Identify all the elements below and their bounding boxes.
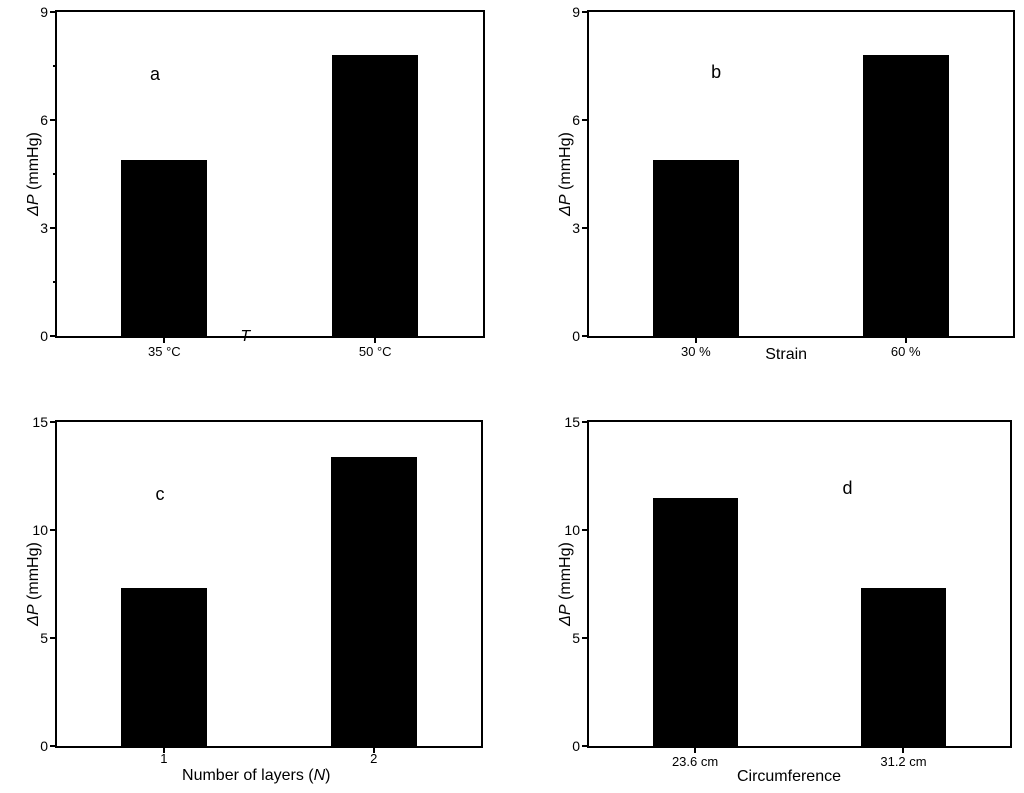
y-axis-major-tick [50,529,57,531]
x-axis-tick [163,336,166,343]
y-axis-major-tick [50,637,57,639]
y-axis-major-tick [582,11,589,13]
y-axis-major-tick [582,421,589,423]
x-tick-label: 31.2 cm [880,754,927,769]
bar-b-2 [862,55,949,336]
y-axis-label: ΔP (mmHg) [25,132,42,216]
y-axis-minor-tick [53,173,57,175]
y-axis-major-tick [50,745,57,747]
y-axis-major-tick [582,335,589,337]
y-tick-label: 0 [572,738,580,754]
y-tick-label: 0 [572,328,580,344]
panel-a: 0 3 6 9 35 °C 50 °C a ΔP (mmHg) T [25,4,485,359]
y-axis-label: ΔP (mmHg) [557,542,574,626]
x-axis-tick [162,746,165,753]
x-tick-label: 35 °C [148,344,181,359]
y-tick-label: 9 [572,4,580,20]
y-tick-label: 6 [40,112,48,128]
plot-area-a: 0 3 6 9 35 °C 50 °C a ΔP (mmHg) T [25,4,485,359]
x-tick-label: 1 [160,751,168,766]
y-tick-label: 10 [564,522,580,538]
x-axis-label-d: Circumference [736,768,841,785]
y-tick-label: 9 [40,4,48,20]
x-tick-label: 30 % [681,344,711,359]
y-axis-major-tick [50,335,57,337]
y-tick-label: 15 [564,414,580,430]
y-axis-major-tick [582,529,589,531]
x-axis-tick [694,746,697,753]
y-tick-label: 0 [40,738,48,754]
y-axis-major-tick [50,421,57,423]
y-axis-major-tick [582,745,589,747]
plot-area-b: 0 3 6 9 30 % 60 % b ΔP (mmHg) Strain [557,4,1015,363]
bar-a-1 [121,159,208,336]
panel-letter-a: a [149,63,160,84]
x-axis-tick [372,746,375,753]
bar-b-1 [653,159,739,336]
y-axis-major-tick [582,119,589,121]
x-tick-label: 50 °C [358,344,392,359]
bar-d-1 [652,497,738,746]
panel-b: 0 3 6 9 30 % 60 % b ΔP (mmHg) Strain [557,4,1015,363]
x-axis-tick [374,336,377,343]
x-tick-label: 2 [370,751,378,766]
x-tick-label: 60 % [890,344,921,359]
y-axis-major-tick [582,227,589,229]
x-axis-label-b: Strain [765,346,808,363]
y-axis-major-tick [582,637,589,639]
plot-area-d: 0 5 10 15 23.6 cm 31.2 cm d ΔP (mmHg) Circumfere… [557,414,1012,785]
y-tick-label: 15 [32,414,48,430]
y-tick-label: 3 [40,220,48,236]
y-axis-label: ΔP (mmHg) [557,132,574,216]
x-tick-label: 23.6 cm [671,754,719,769]
y-tick-label: 0 [40,328,48,344]
y-axis-minor-tick [53,281,57,283]
y-axis-major-tick [50,119,57,121]
bar-c-1 [121,588,207,746]
x-axis-tick [904,336,907,343]
x-axis-label-c: Number of layers (N) [182,767,331,784]
x-axis-label-a: T [240,328,251,345]
y-tick-label: 5 [572,630,580,646]
plot-area-c: 0 5 10 15 1 2 c ΔP (mmHg) Number of layers (N) [25,414,483,784]
y-axis-label: ΔP (mmHg) [25,542,42,626]
y-axis-major-tick [50,11,57,13]
y-tick-label: 3 [572,220,580,236]
bar-d-2 [860,588,946,746]
panel-letter-d: d [842,478,853,499]
y-tick-label: 10 [32,522,48,538]
panel-d: 0 5 10 15 23.6 cm 31.2 cm d ΔP (mmHg) Circumfere… [557,414,1012,785]
panel-letter-b: b [711,61,722,82]
y-tick-label: 5 [40,630,48,646]
panel-letter-c: c [155,484,165,505]
panel-c: 0 5 10 15 1 2 c ΔP (mmHg) Number of layers (N) [25,414,483,784]
y-tick-label: 6 [572,112,580,128]
x-axis-tick [902,746,905,753]
x-axis-tick [694,336,697,343]
bar-a-2 [332,55,419,336]
bar-c-2 [330,456,417,746]
y-axis-minor-tick [53,65,57,67]
y-axis-major-tick [50,227,57,229]
